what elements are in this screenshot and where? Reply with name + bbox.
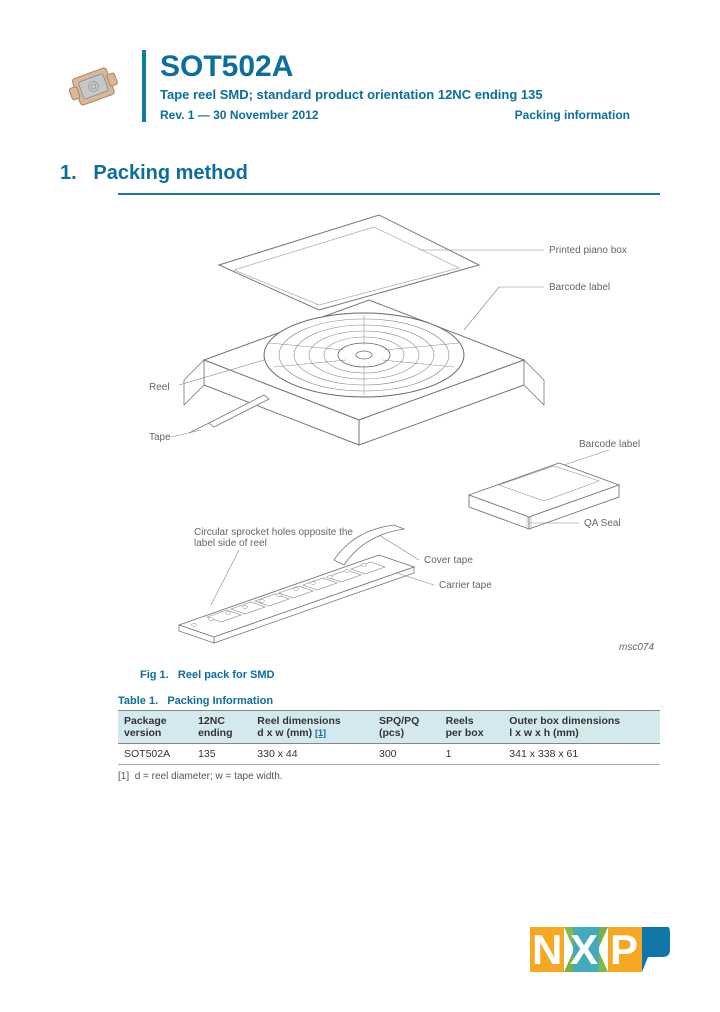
section-rule [118,193,660,195]
section-heading: 1. Packing method [60,162,660,185]
figure-area: Printed piano box Barcode label Reel Tap… [118,205,660,665]
table-caption-text: Packing Information [167,695,273,707]
th-reels-per-box: Reelsper box [440,711,504,744]
label-tape: Tape [149,432,171,443]
td-reel-dimensions: 330 x 44 [251,744,373,765]
figure-caption-prefix: Fig 1. [140,669,169,681]
th-spq: SPQ/PQ(pcs) [373,711,440,744]
label-sprocket1: Circular sprocket holes opposite the [194,527,353,538]
td-reels-per-box: 1 [440,744,504,765]
document-subtitle: Tape reel SMD; standard product orientat… [160,87,660,102]
document-title: SOT502A [160,50,660,83]
header-block: SOT502A Tape reel SMD; standard product … [60,50,660,122]
td-spq: 300 [373,744,440,765]
section-title: Packing method [93,162,247,184]
td-package-version: SOT502A [118,744,192,765]
section-number: 1. [60,162,77,184]
svg-text:P: P [610,926,638,973]
label-printed-piano-box: Printed piano box [549,245,627,256]
th-package-version: Packageversion [118,711,192,744]
reel-pack-diagram: Printed piano box Barcode label Reel Tap… [118,205,660,665]
figure-ref-code: msc074 [619,642,654,653]
th-reel-dimensions: Reel dimensionsd x w (mm) [1] [251,711,373,744]
chip-package-icon [60,58,130,118]
footnote-ref: [1] [118,771,129,782]
footnote: [1] d = reel diameter; w = tape width. [118,771,660,782]
figure-caption-text: Reel pack for SMD [178,669,275,681]
nxp-logo: N X P [530,922,670,982]
th-outer-box: Outer box dimensionsl x w x h (mm) [503,711,660,744]
doc-type-text: Packing information [515,108,630,122]
label-sprocket2: label side of reel [194,538,267,549]
revision-text: Rev. 1 — 30 November 2012 [160,108,319,122]
figure-caption: Fig 1. Reel pack for SMD [140,669,660,681]
footnote-text: d = reel diameter; w = tape width. [135,771,283,782]
packing-table: Packageversion 12NCending Reel dimension… [118,710,660,765]
svg-text:N: N [532,926,562,973]
footnote-ref-link[interactable]: [1] [315,728,326,738]
table-header-row: Packageversion 12NCending Reel dimension… [118,711,660,744]
label-barcode: Barcode label [549,282,610,293]
table-caption-prefix: Table 1. [118,695,158,707]
label-qa-seal: QA Seal [584,518,621,529]
label-cover-tape: Cover tape [424,555,473,566]
label-reel: Reel [149,382,170,393]
label-carrier-tape: Carrier tape [439,580,492,591]
td-12nc-ending: 135 [192,744,251,765]
th-12nc-ending: 12NCending [192,711,251,744]
td-outer-box: 341 x 338 x 61 [503,744,660,765]
svg-text:X: X [570,926,598,973]
table-row: SOT502A 135 330 x 44 300 1 341 x 338 x 6… [118,744,660,765]
label-barcode2: Barcode label [579,439,640,450]
table-caption: Table 1. Packing Information [118,695,660,707]
